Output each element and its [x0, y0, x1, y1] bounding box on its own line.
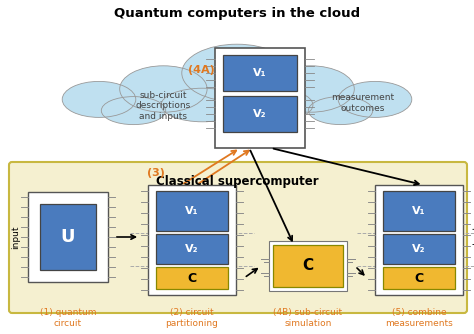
FancyBboxPatch shape	[269, 241, 347, 291]
Text: (5) combine
measurements: (5) combine measurements	[385, 308, 453, 328]
Text: V₂: V₂	[185, 244, 199, 254]
Ellipse shape	[161, 88, 244, 122]
FancyBboxPatch shape	[383, 191, 455, 231]
Text: Quantum computers in the cloud: Quantum computers in the cloud	[114, 7, 360, 20]
Ellipse shape	[338, 81, 412, 117]
Ellipse shape	[101, 97, 166, 125]
Text: measurement
outcomes: measurement outcomes	[331, 93, 394, 113]
FancyBboxPatch shape	[215, 48, 305, 148]
Text: V₁: V₁	[185, 206, 199, 216]
Ellipse shape	[182, 44, 292, 102]
FancyBboxPatch shape	[383, 234, 455, 264]
FancyBboxPatch shape	[375, 185, 463, 295]
FancyBboxPatch shape	[223, 55, 297, 91]
Text: V₁: V₁	[253, 68, 267, 78]
Ellipse shape	[120, 66, 207, 112]
Text: sub-circuit
descriptions
and inputs: sub-circuit descriptions and inputs	[136, 91, 191, 121]
FancyBboxPatch shape	[223, 96, 297, 132]
FancyBboxPatch shape	[156, 267, 228, 289]
Ellipse shape	[308, 97, 373, 125]
FancyBboxPatch shape	[156, 234, 228, 264]
FancyBboxPatch shape	[383, 267, 455, 289]
Text: V₁: V₁	[412, 206, 426, 216]
Text: (4B) sub-circuit
simulation: (4B) sub-circuit simulation	[273, 308, 343, 328]
Text: C: C	[187, 272, 197, 285]
Text: U: U	[61, 228, 75, 246]
FancyBboxPatch shape	[156, 191, 228, 231]
Ellipse shape	[62, 81, 136, 117]
Text: C: C	[414, 272, 424, 285]
FancyBboxPatch shape	[40, 204, 96, 270]
Text: (4A): (4A)	[188, 65, 214, 75]
Text: (3): (3)	[147, 168, 165, 178]
Text: V₂: V₂	[253, 109, 267, 119]
FancyBboxPatch shape	[28, 192, 108, 282]
FancyBboxPatch shape	[148, 185, 236, 295]
Text: Classical supercomputer: Classical supercomputer	[155, 174, 319, 187]
Text: C: C	[302, 259, 314, 274]
FancyBboxPatch shape	[9, 162, 467, 313]
Text: V₂: V₂	[412, 244, 426, 254]
Text: output: output	[473, 225, 474, 255]
Ellipse shape	[267, 66, 354, 112]
Ellipse shape	[230, 88, 313, 122]
FancyBboxPatch shape	[273, 245, 343, 287]
Text: (2) circuit
partitioning: (2) circuit partitioning	[165, 308, 219, 328]
Text: input: input	[11, 225, 20, 249]
Text: (1) quantum
circuit: (1) quantum circuit	[40, 308, 96, 328]
